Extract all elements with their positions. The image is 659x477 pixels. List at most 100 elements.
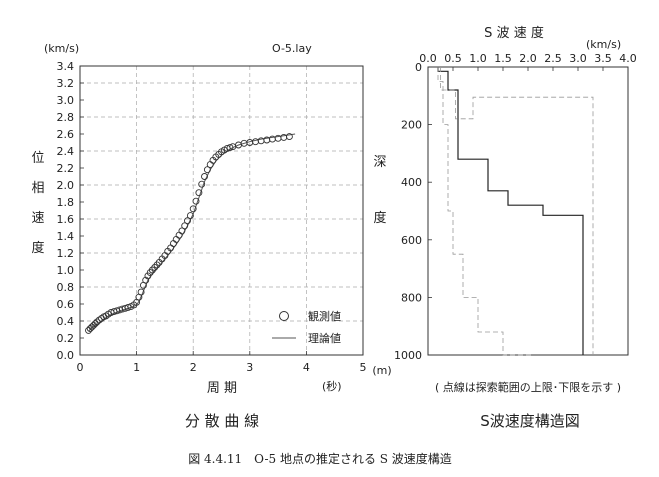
- right-x-tick-label: 1.0: [469, 52, 487, 65]
- upper-bound-line: [440, 67, 594, 355]
- left-y-tick-labels: 0.0 0.2 0.4 0.6 0.8 1.0 1.2 1.4 1.6 1.8 2.0 2.2 2.4 2…: [57, 60, 84, 362]
- right-note: ( 点線は探索範囲の上限･下限を示す ): [435, 380, 621, 394]
- observed-point: [198, 180, 206, 188]
- left-y-tick-label: 0.4: [57, 315, 75, 328]
- right-yunit: (m): [372, 364, 391, 377]
- left-x-tick-label: 1: [133, 361, 140, 374]
- observed-point: [169, 240, 177, 248]
- left-y-tick-label: 2.8: [57, 111, 75, 124]
- observed-point: [172, 235, 180, 243]
- left-caption: 分 散 曲 線: [185, 412, 259, 430]
- left-xunit: (秒): [322, 379, 342, 393]
- lower-bound-line: [437, 67, 533, 356]
- right-y-tick-label: 1000: [394, 349, 422, 362]
- left-y-tick-label: 1.2: [57, 247, 75, 260]
- left-plot-frame: [79, 65, 364, 356]
- right-ylabel-char-2: 度: [373, 210, 386, 226]
- right-ylabel-char-1: 深: [373, 155, 386, 170]
- left-unit-label: (km/s): [44, 42, 79, 55]
- right-x-tick-label: 0.0: [419, 52, 437, 65]
- legend-theoretical-label: 理論値: [308, 331, 341, 345]
- right-x-tick-label: 2.5: [544, 52, 562, 65]
- left-ylabel-char-1: 位: [31, 151, 44, 166]
- velocity-profile-line: [437, 67, 584, 355]
- observed-point: [91, 320, 99, 328]
- left-y-tick-label: 2.0: [57, 179, 75, 192]
- observed-point: [124, 303, 132, 311]
- left-y-tick-label: 0.6: [57, 298, 75, 311]
- left-ylabel-char-4: 度: [31, 240, 44, 256]
- observed-point: [206, 161, 214, 169]
- observed-point: [186, 212, 194, 220]
- observed-point: [95, 316, 103, 324]
- left-y-tick-label: 2.4: [57, 145, 75, 158]
- observed-point: [285, 133, 293, 141]
- observed-point: [142, 276, 150, 284]
- right-x-tick-label: 3.5: [594, 52, 612, 65]
- legend-observed-label: 観測値: [308, 309, 341, 323]
- left-series: [85, 133, 296, 334]
- observed-point: [203, 166, 211, 174]
- left-y-tick-label: 1.0: [57, 264, 75, 277]
- left-y-tick-label: 1.4: [57, 230, 75, 243]
- observed-point: [85, 326, 92, 334]
- right-title: S 波 速 度: [484, 25, 544, 41]
- left-xlabel: 周 期: [207, 381, 237, 396]
- figure-caption: 図 4.4.11 O-5 地点の推定される S 波速度構造: [188, 451, 452, 466]
- left-y-tick-label: 1.8: [57, 196, 75, 209]
- observed-point: [178, 227, 186, 235]
- left-x-tick-label: 4: [303, 361, 310, 374]
- right-x-tick-label: 3.0: [569, 52, 587, 65]
- observed-point: [86, 325, 94, 333]
- left-x-tick-label: 3: [246, 361, 253, 374]
- left-y-tick-label: 3.2: [57, 77, 75, 90]
- left-y-tick-label: 2.2: [57, 162, 75, 175]
- left-y-tick-label: 0.0: [57, 349, 75, 362]
- theoretical-line: [88, 133, 296, 332]
- left-y-tick-label: 0.2: [57, 332, 75, 345]
- left-y-tick-label: 1.6: [57, 213, 75, 226]
- right-y-tick-label: 800: [401, 291, 422, 304]
- observed-point: [201, 173, 208, 180]
- right-y-tick-labels: 0 200 400 600 800 1000: [394, 61, 432, 362]
- left-x-tick-label: 5: [360, 361, 367, 374]
- left-y-tick-label: 0.8: [57, 281, 75, 294]
- right-x-tick-label: 1.5: [494, 52, 512, 65]
- observed-point: [181, 222, 189, 230]
- left-x-tick-label: 0: [77, 361, 84, 374]
- right-x-tick-label: 0.5: [444, 52, 462, 65]
- observed-point: [189, 205, 197, 213]
- left-x-tick-labels: 0 1 2 3 4 5: [77, 351, 367, 374]
- left-y-tick-label: 3.4: [57, 60, 75, 73]
- observed-point: [175, 231, 183, 239]
- left-legend: 観測値 理論値: [272, 309, 341, 345]
- left-ylabel-char-3: 速: [31, 211, 44, 226]
- observed-point: [93, 318, 101, 326]
- right-x-tick-label: 2.0: [519, 52, 537, 65]
- left-x-tick-label: 2: [190, 361, 197, 374]
- right-x-tick-labels: 0.0 0.5 1.0 1.5 2.0 2.5 3.0 3.5 4.0: [419, 52, 637, 71]
- right-y-tick-label: 0: [415, 61, 422, 74]
- dispersion-curve-chart: 0.0 0.2 0.4 0.6 0.8 1.0 1.2 1.4 1.6 1.8 2.0 2.2 2.4 2…: [31, 42, 366, 430]
- right-caption: S波速度構造図: [480, 412, 580, 430]
- right-y-tick-label: 600: [401, 234, 422, 247]
- legend-observed-marker: [279, 311, 289, 321]
- observed-point: [102, 312, 110, 320]
- observed-point: [137, 288, 145, 296]
- right-series: [437, 67, 594, 356]
- left-y-tick-label: 2.6: [57, 128, 75, 141]
- right-y-tick-label: 200: [401, 119, 422, 132]
- right-unit-label: (km/s): [586, 38, 621, 51]
- left-annotation: O-5.lay: [272, 42, 312, 55]
- right-y-tick-label: 400: [401, 176, 422, 189]
- observed-point: [192, 197, 200, 205]
- observed-point: [195, 189, 203, 197]
- left-y-tick-label: 3.0: [57, 94, 75, 107]
- observed-point: [226, 144, 234, 152]
- right-x-tick-label: 4.0: [619, 52, 637, 65]
- left-ylabel-char-2: 相: [31, 181, 44, 196]
- observed-point: [184, 217, 191, 225]
- s-wave-structure-chart: S 波 速 度 (km/s) 0.0 0.5 1.0 1.5 2.0 2.5 3.0 3.5 4…: [372, 25, 636, 430]
- observed-point: [252, 138, 259, 146]
